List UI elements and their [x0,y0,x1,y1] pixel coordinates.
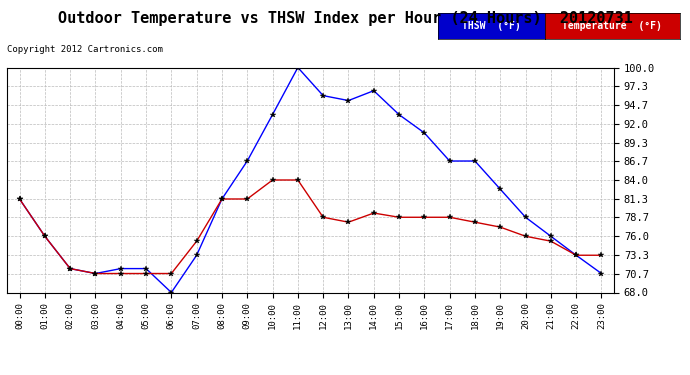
Text: Copyright 2012 Cartronics.com: Copyright 2012 Cartronics.com [7,45,163,54]
Text: Temperature  (°F): Temperature (°F) [562,21,662,31]
Text: Outdoor Temperature vs THSW Index per Hour (24 Hours)  20120731: Outdoor Temperature vs THSW Index per Ho… [57,11,633,26]
Text: THSW  (°F): THSW (°F) [462,21,521,31]
